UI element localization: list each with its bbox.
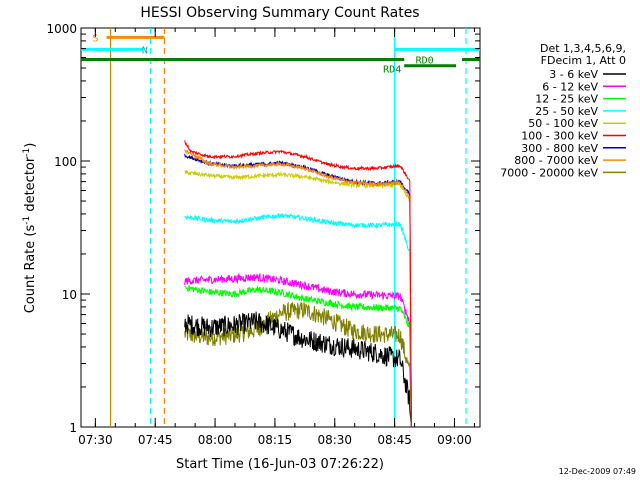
y-axis-label-end: ) (23, 143, 38, 148)
y-tick-label-0: 1 (69, 421, 77, 435)
legend: Det 1,3,4,5,6,9, FDecim 1, Att 0 3 - 6 k… (500, 42, 626, 179)
series-group (184, 140, 412, 428)
plot-frame (80, 27, 481, 428)
y-axis-label-sup2: -1 (22, 148, 32, 157)
chart-title: HESSI Observing Summary Count Rates (140, 5, 419, 21)
series-line-25-50-keV (184, 213, 412, 428)
y-tick-label-2: 100 (54, 155, 77, 169)
flag-label-S: S (93, 33, 99, 44)
legend-header-line-2: FDecim 1, Att 0 (541, 54, 626, 67)
legend-label-2: 12 - 25 keV (535, 93, 598, 106)
x-tick-label-3: 08:15 (258, 433, 293, 447)
y-axis-label-main: Count Rate (s (23, 225, 38, 314)
legend-label-0: 3 - 6 keV (549, 68, 598, 81)
axes: 07:30 07:45 08:00 08:15 08:30 08:45 09:00 1 10 10… (46, 22, 480, 447)
flag-label-RD4: RD4 (383, 64, 401, 75)
series-line-12-25-keV (184, 284, 412, 428)
x-axis-label: Start Time (16-Jun-03 07:26:22) (176, 457, 384, 472)
legend-label-5: 100 - 300 keV (521, 130, 598, 143)
legend-header-line-1: Det 1,3,4,5,6,9, (540, 42, 626, 55)
x-tick-label-6: 09:00 (437, 433, 472, 447)
y-axis-label: Count Rate (s-1 detector-1) (22, 143, 38, 314)
series-line-50-100-keV (184, 169, 412, 428)
legend-label-3: 25 - 50 keV (535, 105, 598, 118)
legend-label-8: 7000 - 20000 keV (500, 166, 598, 179)
x-tick-label-4: 08:30 (317, 433, 352, 447)
legend-label-1: 6 - 12 keV (542, 80, 598, 93)
flag-label-RD0: RD0 (416, 55, 434, 66)
series-line-3-6-keV (184, 311, 412, 428)
footer-timestamp: 12-Dec-2009 07:49 (559, 467, 636, 476)
y-tick-label-1: 10 (62, 288, 77, 302)
x-tick-label-5: 08:45 (377, 433, 412, 447)
x-tick-label-1: 07:45 (138, 433, 173, 447)
series-line-800-7000-keV (184, 149, 412, 428)
y-axis-label-mid: detector (23, 156, 38, 216)
legend-label-4: 50 - 100 keV (528, 117, 598, 130)
plot-area (80, 27, 481, 428)
y-tick-label-3: 1000 (46, 22, 77, 36)
x-tick-label-2: 08:00 (198, 433, 233, 447)
series-line-7000-20000-keV (184, 301, 412, 428)
vertical-markers (109, 28, 467, 427)
flag-bars: S N RD0 RD4 (81, 33, 480, 75)
legend-label-6: 300 - 800 keV (521, 142, 598, 155)
y-axis-label-sup1: -1 (22, 216, 32, 225)
legend-label-7: 800 - 7000 keV (514, 154, 598, 167)
series-line-6-12-keV (184, 272, 412, 428)
x-tick-label-0: 07:30 (78, 433, 113, 447)
flag-label-N: N (142, 45, 148, 56)
series-line-300-800-keV (184, 153, 412, 428)
series-line-100-300-keV (184, 140, 412, 428)
